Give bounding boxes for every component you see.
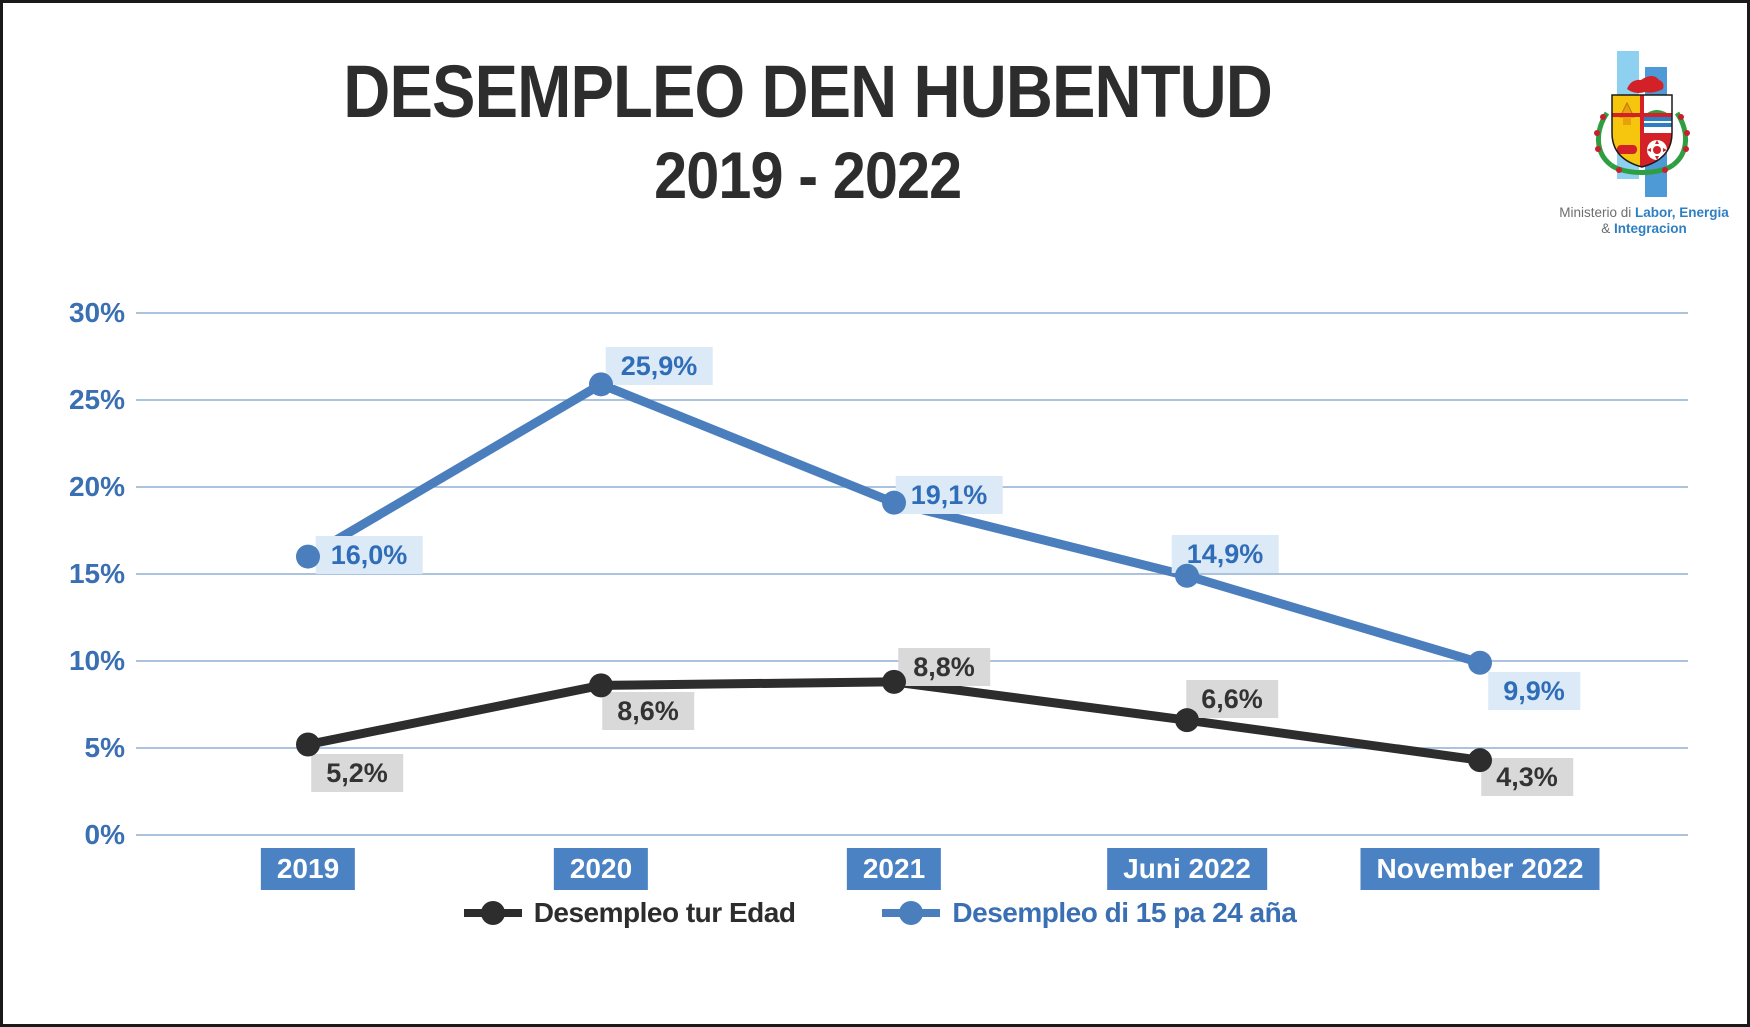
chart-legend: Desempleo tur Edad Desempleo di 15 pa 24… <box>103 897 1655 929</box>
blue-series-marker-icon <box>882 901 941 925</box>
plot-area <box>136 312 1688 836</box>
aruba-coat-of-arms-icon <box>1594 51 1690 197</box>
line-series-1 <box>303 379 1485 668</box>
ministry-logo: Ministerio di Labor, Energia & Integracio… <box>1559 51 1729 237</box>
ministry-name: Ministerio di Labor, Energia & Integracio… <box>1559 205 1729 236</box>
legend-label-15-24: Desempleo di 15 pa 24 aña <box>952 897 1297 928</box>
black-series-marker-icon <box>463 901 522 925</box>
legend-item-desempleo-15-24[interactable]: Desempleo di 15 pa 24 aña <box>880 897 1297 929</box>
legend-label-all-ages: Desempleo tur Edad <box>533 897 796 928</box>
chart-title-line1: DESEMPLEO DEN HUBENTUD <box>343 50 1273 133</box>
chart-title: DESEMPLEO DEN HUBENTUD 2019 - 2022 <box>78 53 1538 211</box>
chart-title-line2: 2019 - 2022 <box>654 137 962 212</box>
legend-item-desempleo-tur-edad[interactable]: Desempleo tur Edad <box>462 897 796 929</box>
